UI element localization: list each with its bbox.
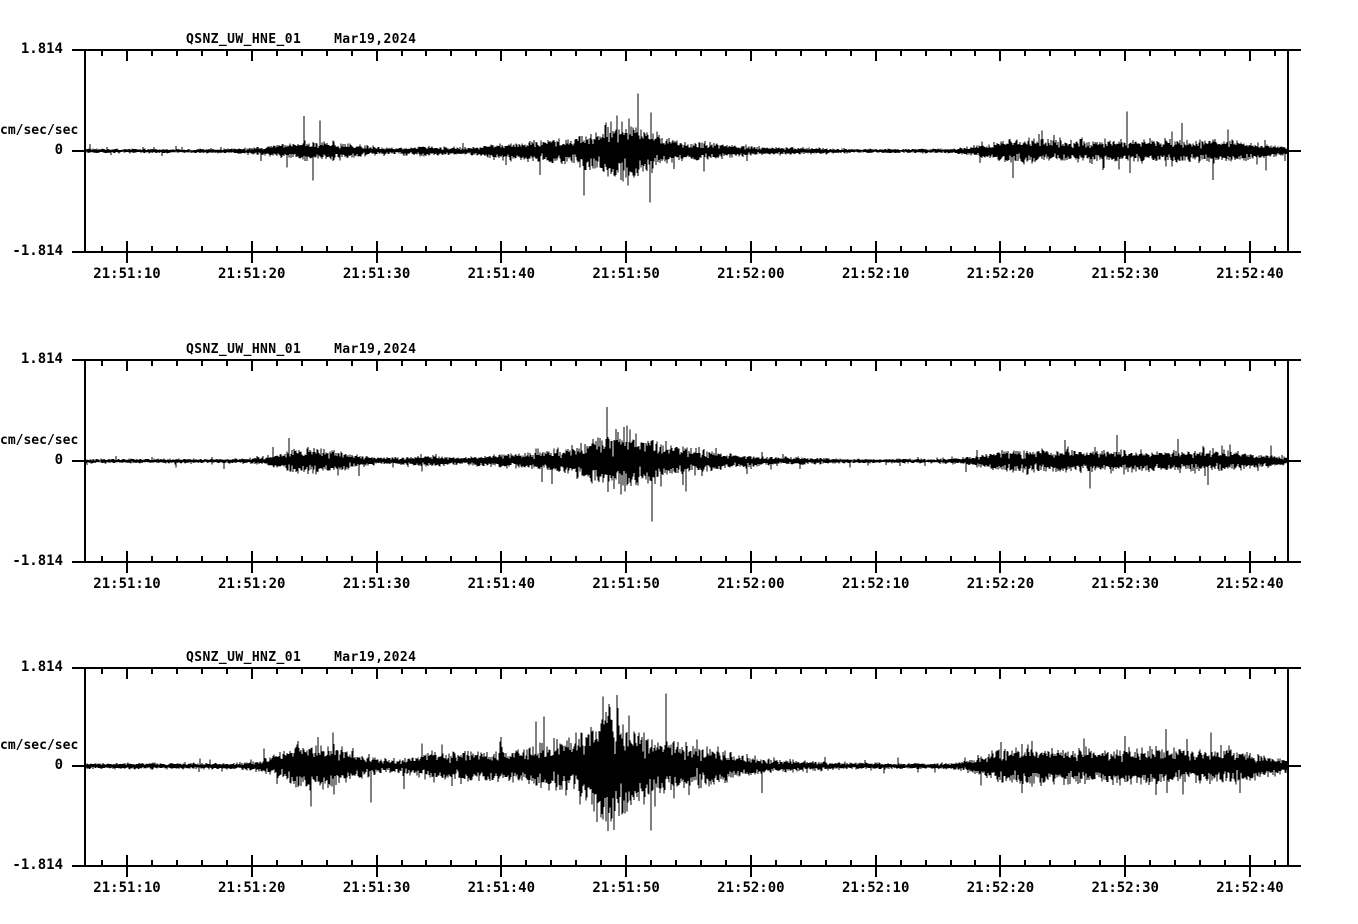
panel-hne-ytick-max: 1.814 (20, 41, 63, 57)
panel-hnn-xtick-label: 21:52:30 (1091, 576, 1159, 592)
panel-hne-xtick-label: 21:51:20 (218, 266, 286, 282)
panel-hnz-xtick-label: 21:51:10 (93, 880, 161, 896)
panel-hnn-xtick-label: 21:52:00 (717, 576, 785, 592)
panel-hne-xtick-label: 21:52:20 (966, 266, 1035, 282)
panel-hne-xtick-label: 21:52:00 (717, 266, 785, 282)
panel-hne-ytick-zero: 0 (54, 142, 63, 158)
panel-hnn-xtick-label: 21:52:20 (966, 576, 1035, 592)
panel-hne-xtick-label: 21:51:10 (93, 266, 161, 282)
panel-hnz-xtick-label: 21:52:00 (717, 880, 785, 896)
panel-hnz-y-unit-label: cm/sec/sec (0, 738, 79, 753)
panel-hnz-plot (72, 667, 1301, 877)
panel-hnz-xtick-label: 21:51:30 (342, 880, 411, 896)
panel-hnz-xtick-label: 21:52:40 (1216, 880, 1284, 896)
panel-hne-title: QSNZ_UW_HNE_01 Mar19,2024 (186, 32, 417, 47)
panel-hne-xtick-label: 21:51:30 (342, 266, 411, 282)
panel-hnz-xtick-label: 21:51:20 (218, 880, 286, 896)
panel-hnz-xtick-label: 21:51:50 (592, 880, 660, 896)
panel-hne-xtick-label: 21:52:10 (841, 266, 910, 282)
panel-hnz-xtick-label: 21:52:10 (841, 880, 910, 896)
panel-hne-y-unit-label: cm/sec/sec (0, 123, 79, 138)
panel-hne-ytick-min: -1.814 (12, 243, 63, 259)
panel-hnn-xtick-label: 21:51:40 (467, 576, 536, 592)
panel-hne-plot (72, 49, 1301, 263)
panel-hnn-xtick-label: 21:52:40 (1216, 576, 1284, 592)
panel-hnn-title: QSNZ_UW_HNN_01 Mar19,2024 (186, 342, 417, 357)
panel-hne-xtick-label: 21:52:30 (1091, 266, 1159, 282)
panel-hnz-title: QSNZ_UW_HNZ_01 Mar19,2024 (186, 650, 417, 665)
panel-hne-xtick-label: 21:51:40 (467, 266, 536, 282)
panel-hnz-xtick-label: 21:52:20 (966, 880, 1035, 896)
panel-hne-xtick-label: 21:52:40 (1216, 266, 1284, 282)
panel-hne-xtick-label: 21:51:50 (592, 266, 660, 282)
panel-hnn-ytick-min: -1.814 (12, 553, 63, 569)
panel-hnz-xtick-label: 21:52:30 (1091, 880, 1159, 896)
panel-hnn-ytick-zero: 0 (54, 452, 63, 468)
panel-hnn-y-unit-label: cm/sec/sec (0, 433, 79, 448)
panel-hnn-xtick-label: 21:51:50 (592, 576, 660, 592)
panel-hnz-ytick-zero: 0 (54, 757, 63, 773)
panel-hnn-ytick-max: 1.814 (20, 351, 63, 367)
panel-hnz-ytick-min: -1.814 (12, 857, 63, 873)
panel-hnn-xtick-label: 21:51:30 (342, 576, 411, 592)
panel-hnn-xtick-label: 21:51:10 (93, 576, 161, 592)
panel-hnn-xtick-label: 21:51:20 (218, 576, 286, 592)
panel-hnz-xtick-label: 21:51:40 (467, 880, 536, 896)
panel-hnn-plot (72, 359, 1301, 573)
panel-hnn-xtick-label: 21:52:10 (841, 576, 910, 592)
panel-hnz-ytick-max: 1.814 (20, 659, 63, 675)
